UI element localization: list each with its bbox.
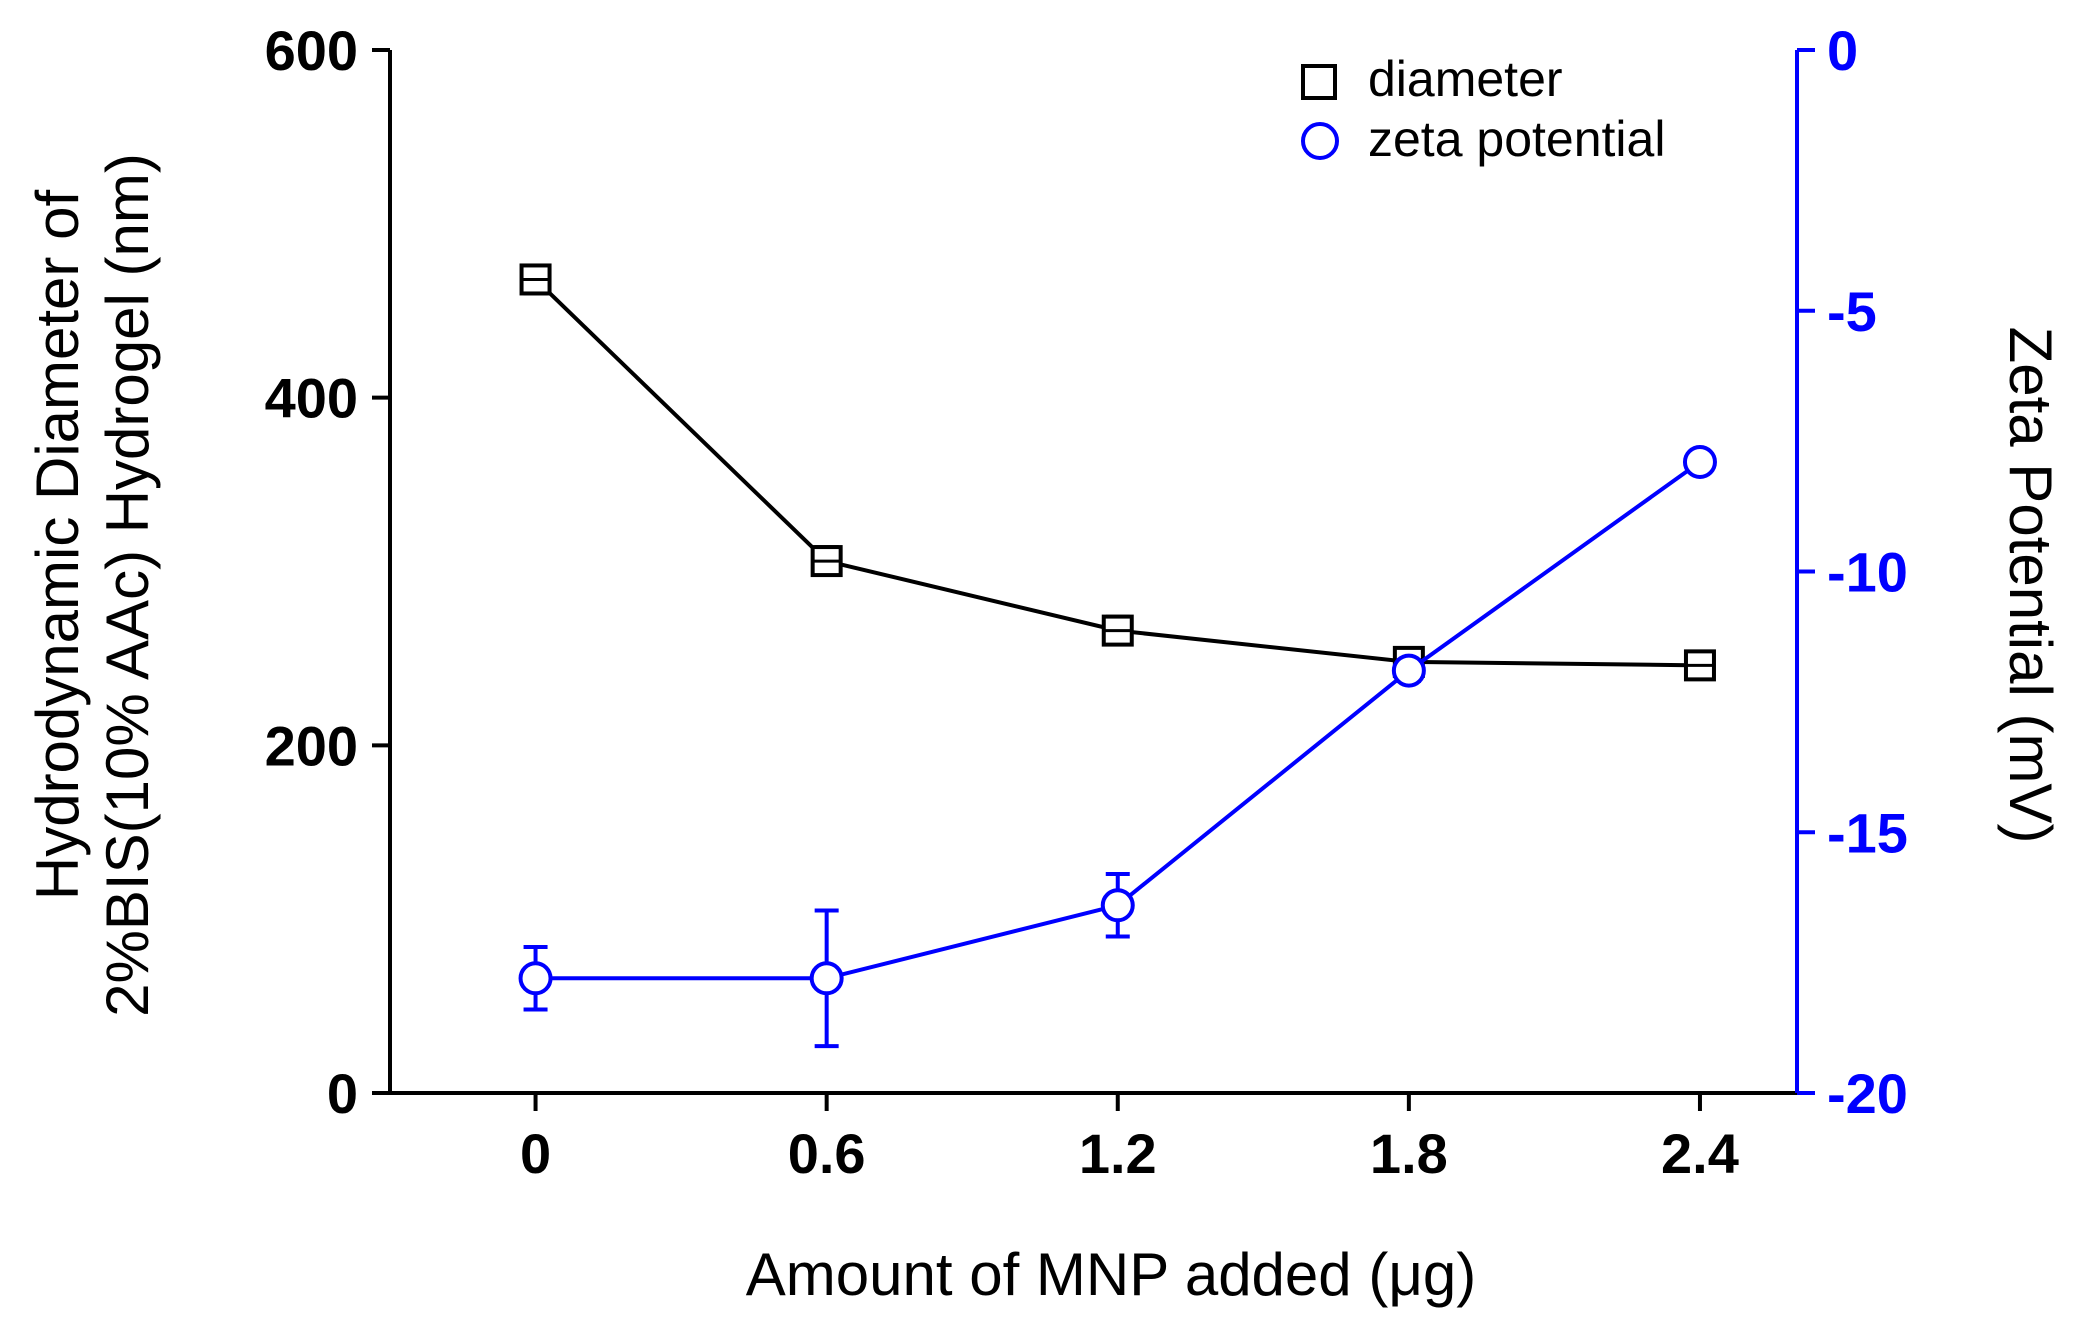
y-right-tick-label: -5	[1827, 280, 1877, 343]
data-point-zeta-potential	[1391, 653, 1426, 688]
y-left-tick-label: 200	[265, 714, 358, 777]
axes	[388, 50, 1799, 1095]
y-left-axis-title-line1: Hydrodynamic Diameter of	[24, 190, 91, 901]
y-left-tick-label: 0	[327, 1062, 358, 1125]
data-point-zeta-potential	[1100, 888, 1135, 923]
ticks: 0 200 400 600 0 -5 -10 -15 -20 0 0.6 1.2 1.8 2.4	[265, 19, 1908, 1185]
y-left-tick-label: 600	[265, 19, 358, 82]
legend: diameter zeta potential	[1301, 51, 1665, 167]
x-tick-label: 0	[520, 1122, 551, 1185]
series-line-diameter	[534, 278, 1700, 668]
y-right-axis-title: Zeta Potential (mV)	[1997, 327, 2064, 844]
y-left-tick-label: 400	[265, 367, 358, 430]
x-tick-label: 2.4	[1661, 1122, 1739, 1185]
x-axis-title: Amount of MNP added (μg)	[746, 1241, 1477, 1308]
series-layer	[518, 263, 1717, 1049]
y-right-tick-label: 0	[1827, 19, 1858, 82]
y-right-tick-label: -20	[1827, 1062, 1908, 1125]
legend-label-diameter: diameter	[1368, 51, 1563, 107]
legend-circle-marker	[1301, 122, 1339, 160]
data-point-zeta-potential	[809, 961, 844, 996]
y-left-axis-title-line2: 2%BIS(10% AAc) Hydrogel (nm)	[94, 153, 161, 1017]
legend-square-marker	[1301, 64, 1337, 100]
data-point-zeta-potential	[518, 961, 553, 996]
x-tick-label: 1.2	[1079, 1122, 1157, 1185]
y-right-tick-label: -10	[1827, 541, 1908, 604]
x-tick-label: 0.6	[788, 1122, 866, 1185]
data-point-zeta-potential	[1682, 444, 1717, 479]
y-right-tick-label: -15	[1827, 801, 1908, 864]
legend-label-zeta-potential: zeta potential	[1368, 111, 1665, 167]
x-tick-label: 1.8	[1370, 1122, 1448, 1185]
